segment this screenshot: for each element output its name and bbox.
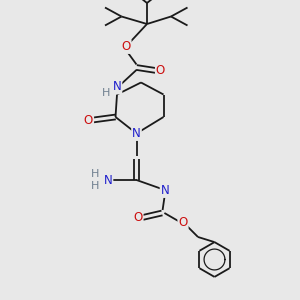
Text: O: O: [156, 64, 165, 77]
Text: O: O: [122, 40, 130, 53]
Text: N: N: [132, 127, 141, 140]
Text: H: H: [101, 88, 110, 98]
Text: O: O: [84, 113, 93, 127]
Text: N: N: [160, 184, 169, 197]
Text: O: O: [178, 215, 188, 229]
Text: N: N: [112, 80, 122, 94]
Text: H: H: [91, 181, 100, 191]
Text: H: H: [91, 169, 100, 179]
Text: O: O: [134, 211, 142, 224]
Text: N: N: [103, 173, 112, 187]
